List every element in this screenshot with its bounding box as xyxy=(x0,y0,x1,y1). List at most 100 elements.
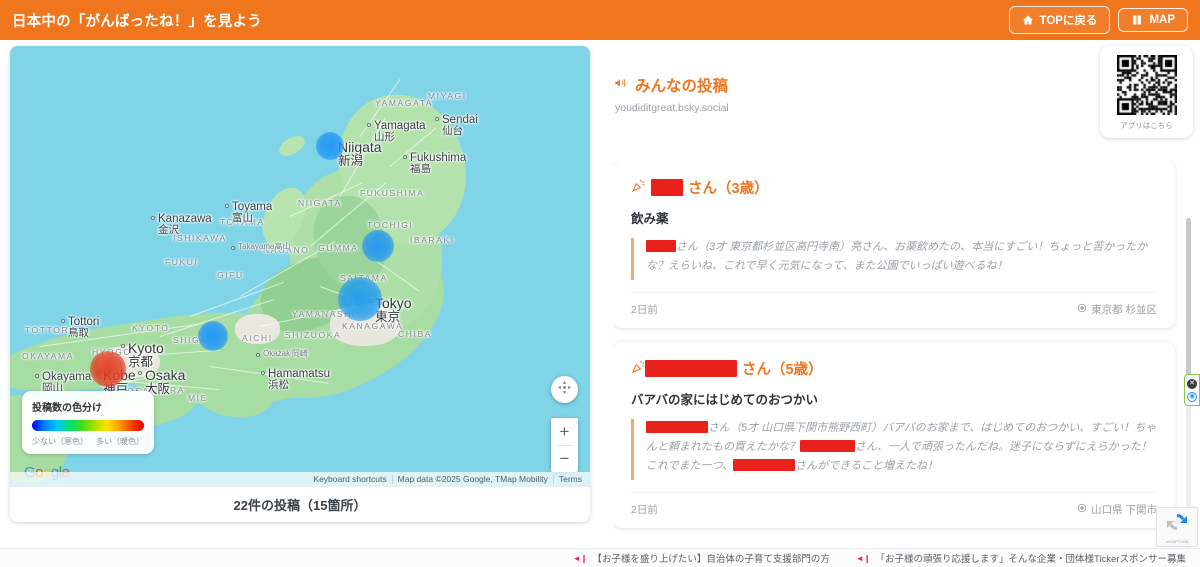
map-canvas[interactable]: YAMAGATA MIYAGI FUKUSHIMA NIIGATA TOCHIGI IBA… xyxy=(10,46,590,486)
accessibility-icon[interactable]: ◉ xyxy=(1187,391,1197,402)
post-author-suffix: さん（3歳） xyxy=(688,181,769,197)
redacted-name-inline xyxy=(646,240,676,252)
feed-title: みんなの投稿 xyxy=(635,78,729,95)
post-body-prefix: さん（5才 山口県下関市熊野西町） xyxy=(708,421,883,434)
feed-list[interactable]: さん（3歳） 飲み薬 さん（3才 東京都杉並区高円寺南）亮さん、お薬飲めたの、本… xyxy=(613,161,1188,566)
app-header: 日本中の「がんばったね！」を見よう TOPに戻る MAP xyxy=(0,0,1200,40)
keyboard-shortcuts-link[interactable]: Keyboard shortcuts xyxy=(313,474,387,484)
legend-labels: 少ない（寒色） 多い（暖色） xyxy=(32,436,144,447)
post-author-suffix: さん（5歳） xyxy=(742,361,823,378)
feed-title-row: みんなの投稿 xyxy=(613,74,1200,96)
feed-scrollbar-thumb[interactable] xyxy=(1186,218,1191,393)
legend-low-label: 少ない（寒色） xyxy=(32,437,88,446)
recaptcha-icon xyxy=(1165,510,1189,539)
map-city-dot xyxy=(35,374,39,378)
sponsor-ticker[interactable]: ◄❙ 【お子様を盛り上げたい】自治体の子育て支援部門の方 ◄❙ 「お子様の頑張り… xyxy=(0,548,1200,567)
zoom-divider xyxy=(556,444,573,446)
map-icon xyxy=(1131,14,1143,26)
feed-header: みんなの投稿 youdiditgreat.bsky.social xyxy=(600,46,1200,114)
post-body-part1: バアバのお家まで、はじめてのおつかい、すごい！ちゃんと頼まれたもの買えたかな？ xyxy=(646,421,1157,453)
attribution-divider-1 xyxy=(391,474,393,484)
zoom-out-button[interactable]: − xyxy=(559,449,570,469)
post-location-label: 山口県 下関市 xyxy=(1091,503,1157,516)
post-author: さん（3歳） xyxy=(631,177,1157,198)
pan-control[interactable] xyxy=(551,376,578,403)
home-icon xyxy=(1022,14,1034,26)
map-button[interactable]: MAP xyxy=(1118,8,1188,32)
post-body: さん（3才 東京都杉並区高円寺南）亮さん、お薬飲めたの、本当にすごい！ちょっと苦… xyxy=(631,238,1157,280)
post-body-prefix: さん（3才 東京都杉並区高円寺南） xyxy=(676,241,851,253)
location-pin-icon xyxy=(1077,303,1087,316)
recaptcha-badge[interactable]: reCAPTCHA xyxy=(1156,507,1198,547)
party-popper-icon xyxy=(631,178,646,197)
ticker-item-label: 「お子様の頑張り応援します」そんな企業・団体様Tickerスポンサー募集 xyxy=(875,554,1186,565)
feed-handle: youdiditgreat.bsky.social xyxy=(615,102,729,114)
map-legend: 投稿数の色分け 少ない（寒色） 多い（暖色） xyxy=(22,391,154,454)
redacted-name xyxy=(645,359,737,377)
page-title: 日本中の「がんばったね！」を見よう xyxy=(12,13,262,30)
post-body-part3: さんができること増えたね！ xyxy=(795,459,939,472)
heat-marker-niigata[interactable] xyxy=(316,132,344,160)
map-city-dot xyxy=(151,216,155,220)
megaphone-small-icon: ◄❙ xyxy=(572,553,588,563)
redacted-name-inline xyxy=(800,439,855,452)
top-button-label: TOPに戻る xyxy=(1039,15,1098,27)
post-body: さん（5才 山口県下関市熊野西町）バアバのお家まで、はじめてのおつかい、すごい！… xyxy=(631,418,1157,480)
top-button[interactable]: TOPに戻る xyxy=(1008,6,1111,34)
post-time: 2日前 xyxy=(631,503,658,516)
post-card[interactable]: さん（5歳） バアバの家にはじめてのおつかい さん（5才 山口県下関市熊野西町）… xyxy=(613,341,1175,528)
redacted-name xyxy=(651,179,683,196)
side-widget[interactable]: ✕ ◉ xyxy=(1184,374,1200,406)
header-buttons: TOPに戻る MAP xyxy=(1008,6,1188,34)
ticker-item[interactable]: ◄❙ 「お子様の頑張り応援します」そんな企業・団体様Tickerスポンサー募集 xyxy=(855,551,1186,566)
qr-caption: アプリはこちら xyxy=(1120,121,1173,130)
post-body-text: 亮さん、お薬飲めたの、本当にすごい！ちょっと苦かったかな？えらいね、これで早く元… xyxy=(646,241,1148,272)
post-card[interactable]: さん（3歳） 飲み薬 さん（3才 東京都杉並区高円寺南）亮さん、お薬飲めたの、本… xyxy=(613,161,1175,328)
map-city-dot xyxy=(261,371,265,375)
post-footer: 2日前 山口県 下関市 xyxy=(631,491,1157,528)
legend-title: 投稿数の色分け xyxy=(32,403,102,414)
party-popper-icon xyxy=(631,359,646,378)
attribution-divider-2 xyxy=(552,474,554,484)
map-city-dot xyxy=(138,371,142,375)
heat-marker-okazaki[interactable] xyxy=(198,321,228,351)
pan-arrows-icon xyxy=(557,380,572,400)
map-city-dot xyxy=(367,123,371,127)
legend-high-label: 多い（暖色） xyxy=(96,437,144,446)
qr-code-image xyxy=(1116,55,1177,115)
terms-link[interactable]: Terms xyxy=(558,474,582,484)
post-title: 飲み薬 xyxy=(631,212,669,226)
heat-marker-tokyo[interactable] xyxy=(338,277,382,321)
map-city-dot xyxy=(121,344,125,348)
ticker-item[interactable]: ◄❙ 【お子様を盛り上げたい】自治体の子育て支援部門の方 xyxy=(572,551,830,566)
map-city-dot xyxy=(61,319,65,323)
map-city-dot xyxy=(225,204,229,208)
close-icon[interactable]: ✕ xyxy=(1187,378,1197,389)
zoom-control[interactable]: + − xyxy=(551,418,578,472)
map-city-dot xyxy=(256,353,260,357)
map-data-text: Map data ©2025 Google, TMap Mobility xyxy=(397,474,548,484)
heat-marker-kanto-north[interactable] xyxy=(362,230,394,262)
post-body-part2: さん、一人で頑張ったんだね。迷子にならずにえらかった！これでまた一つ、 xyxy=(646,440,1152,472)
megaphone-icon xyxy=(613,76,628,95)
recaptcha-label: reCAPTCHA xyxy=(1165,538,1189,544)
qr-card[interactable]: アプリはこちら xyxy=(1100,46,1193,138)
post-author: さん（5歳） xyxy=(631,358,1157,379)
post-location-label: 東京都 杉並区 xyxy=(1091,303,1157,316)
zoom-in-button[interactable]: + xyxy=(559,421,570,441)
map-panel[interactable]: YAMAGATA MIYAGI FUKUSHIMA NIIGATA TOCHIGI IBA… xyxy=(10,46,590,522)
map-attribution: Keyboard shortcuts Map data ©2025 Google… xyxy=(10,472,590,486)
map-city-dot xyxy=(231,246,235,250)
post-location: 東京都 杉並区 xyxy=(1077,302,1157,317)
megaphone-small-icon: ◄❙ xyxy=(855,553,871,563)
map-summary-footer: 22件の投稿（15箇所） xyxy=(10,486,590,522)
post-time: 2日前 xyxy=(631,303,658,316)
heat-marker-kobe-osaka[interactable] xyxy=(90,351,126,387)
redacted-name-inline xyxy=(646,420,708,433)
urban-area-nagoya xyxy=(235,314,280,344)
map-button-label: MAP xyxy=(1149,14,1175,26)
post-footer: 2日前 東京都 杉並区 xyxy=(631,291,1157,328)
location-pin-icon xyxy=(1077,503,1087,516)
ticker-item-label: 【お子様を盛り上げたい】自治体の子育て支援部門の方 xyxy=(592,554,830,565)
